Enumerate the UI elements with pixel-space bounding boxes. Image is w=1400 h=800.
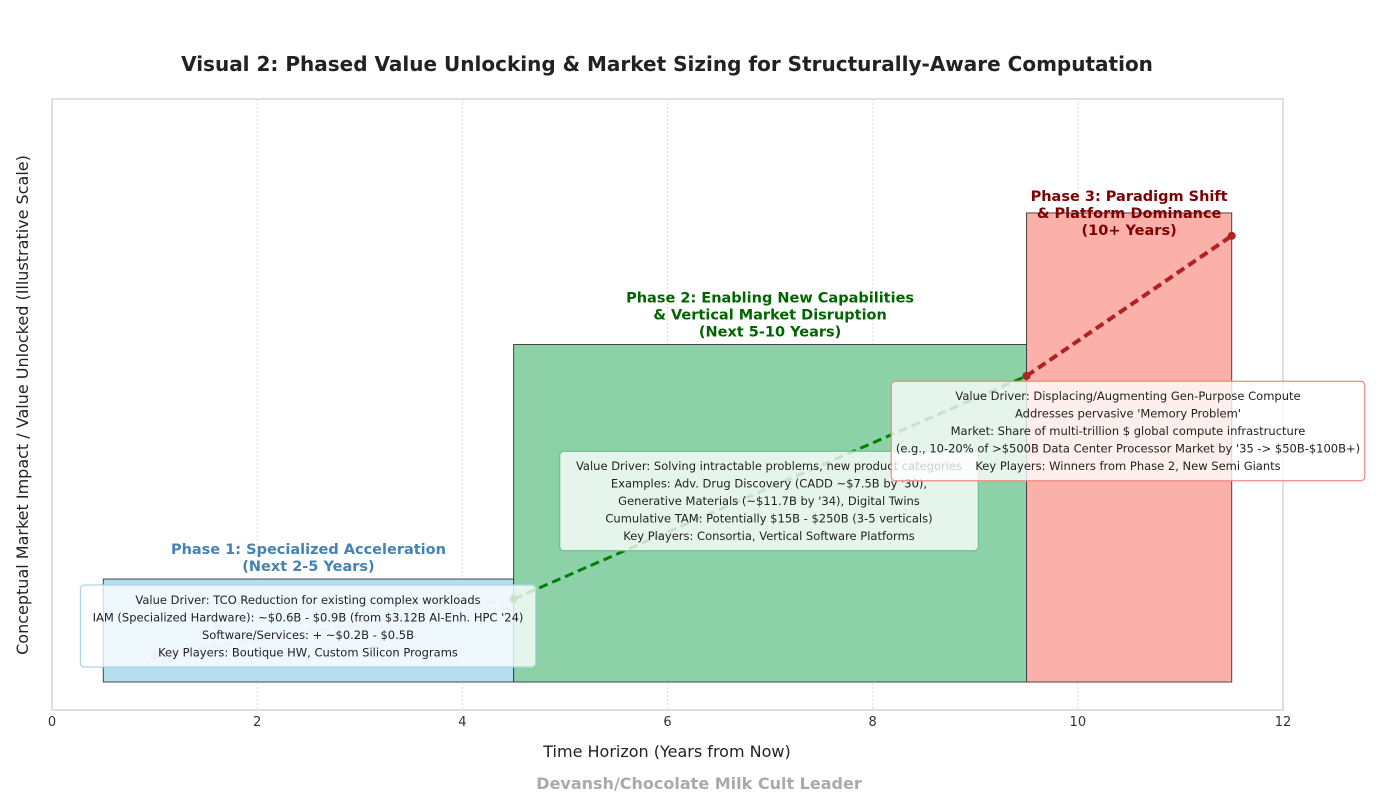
phase-1-title-line: Phase 1: Specialized Acceleration — [171, 542, 446, 558]
phase-1-title-line: (Next 2-5 Years) — [242, 559, 374, 575]
phase-3-info-line: (e.g., 10-20% of >$500B Data Center Proc… — [896, 442, 1360, 456]
phase-3-info-line: Key Players: Winners from Phase 2, New S… — [975, 459, 1280, 473]
chart-title: Visual 2: Phased Value Unlocking & Marke… — [181, 52, 1153, 76]
phase-3-info-line: Addresses pervasive 'Memory Problem' — [1015, 407, 1241, 421]
phase-2-info-line: Examples: Adv. Drug Discovery (CADD ~$7.… — [611, 477, 927, 491]
phase-2-info-line: Cumulative TAM: Potentially $15B - $250B… — [605, 512, 932, 526]
x-axis-ticks: 0 2 4 6 8 10 12 — [48, 715, 1291, 730]
phase-3-title-line: (10+ Years) — [1082, 223, 1177, 239]
phase-1-info-box — [79, 584, 537, 668]
x-tick-label: 8 — [869, 715, 877, 730]
phase-1-info-line: Key Players: Boutique HW, Custom Silicon… — [158, 645, 458, 659]
x-axis-label: Time Horizon (Years from Now) — [542, 742, 790, 761]
phase-2-info-line: Generative Materials (~$11.7B by '34), D… — [618, 494, 920, 508]
x-tick-label: 2 — [253, 715, 261, 730]
watermark-credit: Devansh/Chocolate Milk Cult Leader — [536, 774, 862, 793]
phase-3-info-line: Value Driver: Displacing/Augmenting Gen-… — [955, 389, 1300, 403]
phase-3-title-line: & Platform Dominance — [1037, 206, 1222, 222]
phase-3-title-line: Phase 3: Paradigm Shift — [1031, 189, 1228, 205]
phase-2-title-line: & Vertical Market Disruption — [653, 308, 887, 324]
phase-1-info-line: Software/Services: + ~$0.2B - $0.5B — [202, 628, 414, 642]
x-tick-label: 4 — [458, 715, 466, 730]
x-tick-label: 6 — [663, 715, 671, 730]
y-axis-label: Conceptual Market Impact / Value Unlocke… — [13, 155, 32, 655]
trajectory-point-3-2 — [1227, 231, 1236, 240]
phase-3-info-line: Market: Share of multi-trillion $ global… — [951, 424, 1306, 438]
trajectory-point-3-1 — [1022, 371, 1031, 380]
phase-2-info-box — [559, 450, 979, 552]
phase-3-info-box — [890, 380, 1366, 482]
phase-2-title-line: (Next 5-10 Years) — [699, 325, 841, 341]
phase-2-info-line: Key Players: Consortia, Vertical Softwar… — [623, 529, 915, 543]
x-tick-label: 12 — [1275, 715, 1292, 730]
phase-annotation-boxes: Value Driver: TCO Reduction for existing… — [79, 380, 1366, 668]
phase-2-info-line: Value Driver: Solving intractable proble… — [576, 459, 962, 473]
phase-1-info-line: Value Driver: TCO Reduction for existing… — [135, 593, 480, 607]
phase-2-title-line: Phase 2: Enabling New Capabilities — [626, 291, 914, 307]
x-tick-label: 0 — [48, 715, 56, 730]
phase-1-info-line: IAM (Specialized Hardware): ~$0.6B - $0.… — [93, 610, 524, 624]
x-tick-label: 10 — [1070, 715, 1087, 730]
